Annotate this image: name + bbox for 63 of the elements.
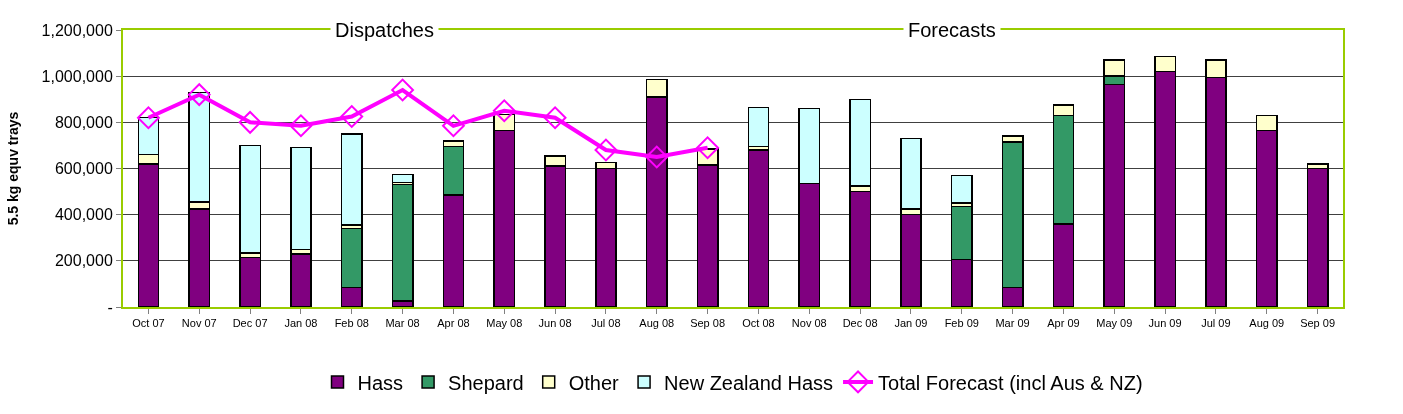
legend-label: Other	[568, 371, 620, 394]
x-tick-label: Oct 08	[742, 317, 775, 330]
point	[238, 110, 262, 134]
bar	[747, 149, 770, 307]
x-tick-label: Jan 08	[284, 317, 318, 330]
x-tick-label: Nov 08	[791, 317, 827, 330]
legend-label: Total Forecast (incl Aus & NZ)	[878, 371, 1143, 394]
annotation: Dispatches	[335, 19, 434, 41]
x-tick-label: Sep 09	[1300, 317, 1336, 330]
x-tick-label: Apr 09	[1047, 317, 1080, 330]
point	[391, 78, 414, 102]
annotation: Forecasts	[908, 19, 996, 41]
x-tick-label: Feb 09	[944, 317, 979, 330]
point	[594, 138, 618, 162]
bar	[239, 144, 261, 254]
point	[340, 105, 364, 128]
x-tick-label: May 09	[1096, 317, 1133, 330]
x-tick-label: Jun 08	[538, 317, 572, 330]
x-tick-label: Aug 08	[639, 317, 675, 330]
legend-label: Shepard	[448, 371, 524, 394]
bar	[747, 106, 770, 148]
y-tick-label: 200,000	[54, 252, 113, 270]
point	[137, 106, 160, 130]
x-tick-label: Jun 09	[1148, 317, 1182, 330]
x-tick-label: Feb 08	[334, 317, 369, 330]
x-tick-label: Jan 09	[894, 317, 928, 330]
legend-label: New Zealand Hass	[664, 371, 834, 394]
x-tick-label: Apr 08	[437, 317, 470, 330]
point	[442, 114, 465, 138]
y-tick-label: 400,000	[54, 206, 113, 224]
x-tick-label: Nov 07	[181, 317, 217, 330]
bar	[391, 173, 414, 184]
x-tick-label: Oct 07	[132, 317, 165, 330]
bar	[1306, 167, 1329, 307]
x-tick-label: Dec 08	[842, 317, 878, 330]
point	[492, 99, 516, 123]
x-tick-label: Mar 08	[385, 317, 420, 330]
legend-label: Hass	[357, 371, 404, 394]
y-axis-title: 5.5 kg equv trays	[4, 111, 21, 226]
point	[696, 136, 719, 160]
y-tick-label: 800,000	[54, 113, 113, 131]
y-tick-label: 1,000,000	[41, 67, 113, 85]
bar	[290, 146, 312, 251]
bar	[340, 133, 363, 226]
bar	[849, 190, 871, 307]
x-tick-label: Jul 08	[591, 317, 621, 330]
x-tick-label: Jul 09	[1201, 317, 1231, 330]
point	[289, 114, 313, 138]
y-tick-label: -	[107, 298, 113, 316]
x-tick-label: Dec 07	[232, 317, 268, 330]
x-tick-label: Sep 08	[690, 317, 726, 330]
bar	[239, 256, 261, 307]
point	[645, 145, 669, 169]
x-tick-label: Mar 09	[995, 317, 1030, 330]
y-tick-label: 600,000	[54, 160, 113, 178]
bar	[290, 253, 312, 307]
bar	[900, 213, 922, 307]
point	[543, 106, 567, 130]
y-tick-label: 1,200,000	[41, 21, 113, 39]
bar	[950, 174, 973, 204]
x-tick-label: May 08	[486, 317, 523, 330]
point	[187, 83, 211, 107]
x-tick-label: Aug 09	[1249, 317, 1285, 330]
